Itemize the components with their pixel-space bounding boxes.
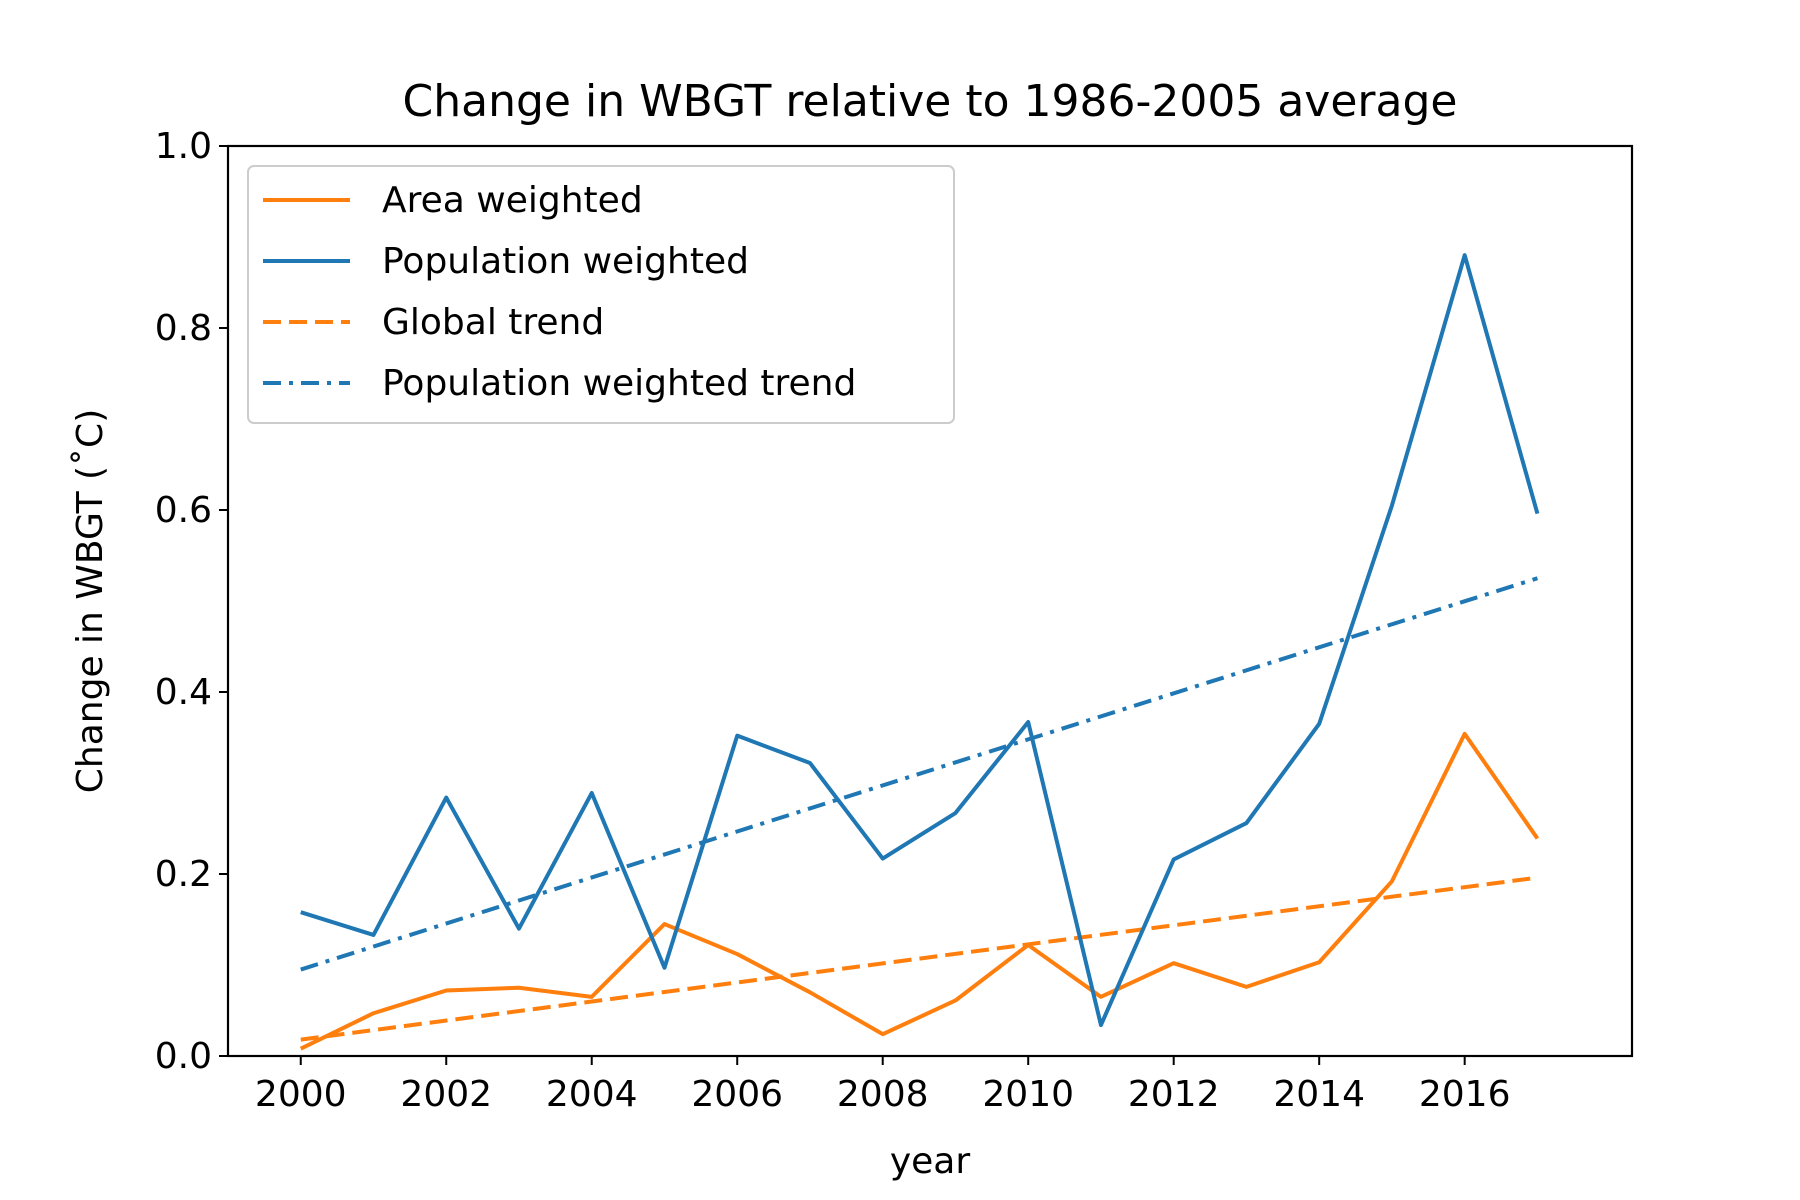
plot-frame bbox=[226, 144, 1634, 1058]
series-line-population-weighted bbox=[300, 253, 1540, 1028]
chart-title: Change in WBGT relative to 1986-2005 ave… bbox=[403, 76, 1458, 127]
y-tick-label: 0.6 bbox=[155, 490, 212, 531]
x-tick-label: 2016 bbox=[1419, 1074, 1511, 1115]
series-line-area-weighted bbox=[299, 731, 1540, 1051]
x-tick-label: 2004 bbox=[546, 1074, 638, 1115]
x-tick-label: 2002 bbox=[400, 1074, 492, 1115]
x-tick-label: 2008 bbox=[837, 1074, 929, 1115]
x-tick-label: 2006 bbox=[691, 1074, 783, 1115]
x-axis: 2000 2002 2004 2006 2008 2010 2012 2014 2016 bbox=[255, 1056, 1511, 1115]
x-tick-label: 2014 bbox=[1273, 1074, 1365, 1115]
x-tick-label: 2010 bbox=[982, 1074, 1074, 1115]
x-tick-label: 2012 bbox=[1128, 1074, 1220, 1115]
legend-label: Population weighted bbox=[382, 241, 749, 282]
legend-label: Population weighted trend bbox=[382, 363, 856, 404]
x-tick-label: 2000 bbox=[255, 1074, 347, 1115]
y-tick-label: 1.0 bbox=[155, 126, 212, 167]
y-axis-label: Change in WBGT (˚C) bbox=[70, 409, 111, 793]
y-axis: 0.0 0.2 0.4 0.6 0.8 1.0 bbox=[155, 126, 228, 1077]
y-tick-label: 0.8 bbox=[155, 308, 212, 349]
legend-label: Global trend bbox=[382, 302, 604, 343]
y-tick-label: 0.0 bbox=[155, 1036, 212, 1077]
x-axis-label: year bbox=[890, 1141, 971, 1182]
plot-lines bbox=[299, 253, 1540, 1051]
y-tick-label: 0.2 bbox=[155, 854, 212, 895]
y-tick-label: 0.4 bbox=[155, 672, 212, 713]
legend-label: Area weighted bbox=[382, 180, 643, 221]
legend-box bbox=[247, 165, 955, 424]
legend: Area weighted Population weighted Global t… bbox=[247, 165, 955, 424]
